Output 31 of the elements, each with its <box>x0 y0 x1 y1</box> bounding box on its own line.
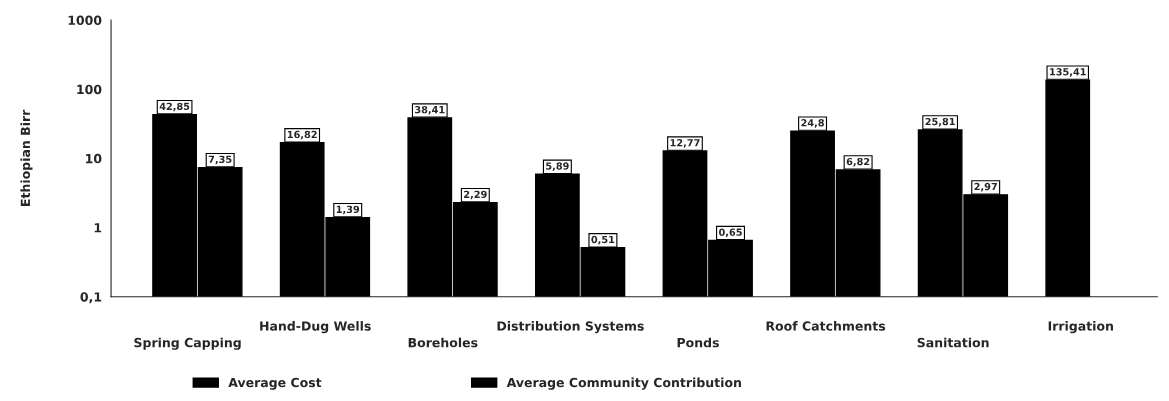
data-label: 1,39 <box>336 205 360 215</box>
data-label: 25,81 <box>925 117 955 127</box>
data-label: 2,29 <box>464 190 487 200</box>
legend-label: Average Cost <box>228 377 322 390</box>
data-label: 38,41 <box>415 105 445 115</box>
x-tick-label: Irrigation <box>1048 321 1113 334</box>
x-tick-label: Roof Catchments <box>766 321 886 331</box>
data-label: 6,82 <box>846 157 870 167</box>
x-tick-label: Ponds <box>677 337 719 348</box>
x-tick-label: Sanitation <box>917 337 989 348</box>
legend-label: Average Community Contribution <box>506 377 741 390</box>
x-tick-label: Hand-Dug Wells <box>260 321 371 334</box>
data-label: 24,8 <box>801 119 824 128</box>
data-label: 5,89 <box>546 162 569 171</box>
y-tick-label: 0,1 <box>80 292 102 304</box>
data-label: 16,82 <box>287 130 317 140</box>
x-tick-label: Distribution Systems <box>497 321 644 334</box>
data-label: 0,51 <box>591 235 615 245</box>
data-label: 0,65 <box>718 228 742 238</box>
data-label: 7,35 <box>208 155 232 165</box>
data-label: 135,41 <box>1050 68 1086 77</box>
x-tick-label: Spring Capping <box>134 337 241 350</box>
data-label: 42,85 <box>159 102 190 112</box>
data-label: 2,97 <box>974 182 997 192</box>
y-tick-label: 10 <box>86 153 102 164</box>
x-tick-label: Boreholes <box>408 337 478 348</box>
y-tick-label: 1000 <box>68 15 102 25</box>
data-label: 12,77 <box>670 139 700 148</box>
y-tick-label: 1 <box>94 223 102 233</box>
y-tick-label: 100 <box>77 84 102 95</box>
y-axis-title: Ethiopian Birr <box>20 109 33 206</box>
